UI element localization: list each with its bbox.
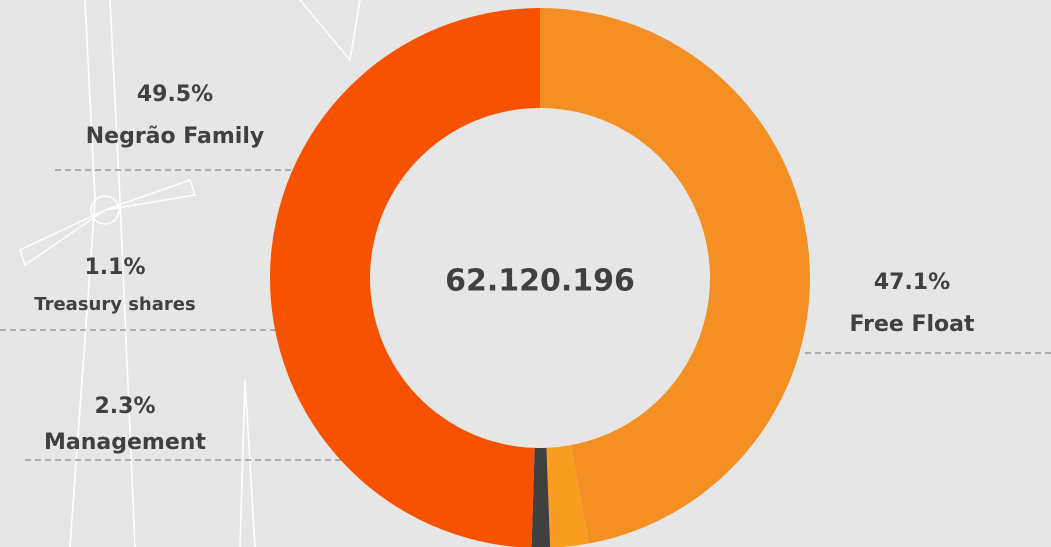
turbine-sketch — [90, 195, 120, 225]
turbine-sketch — [299, 0, 361, 62]
value-label: 49.5% — [137, 82, 213, 107]
category-label: Management — [44, 430, 206, 455]
value-label: 1.1% — [84, 255, 145, 280]
turbine-sketch — [19, 179, 196, 267]
value-label: 47.1% — [874, 270, 950, 295]
turbine-sketch — [109, 0, 136, 547]
turbine-sketch — [239, 379, 256, 547]
category-label: Treasury shares — [34, 294, 195, 315]
slice — [270, 8, 540, 547]
center-label: 62.120.196 — [445, 264, 635, 299]
background-sketch — [19, 0, 361, 547]
slice — [531, 447, 551, 547]
category-label: Negrão Family — [86, 124, 264, 149]
slice — [546, 445, 589, 547]
donut — [270, 8, 811, 547]
category-label: Free Float — [849, 312, 975, 337]
slice — [540, 8, 811, 544]
value-label: 2.3% — [94, 394, 155, 419]
